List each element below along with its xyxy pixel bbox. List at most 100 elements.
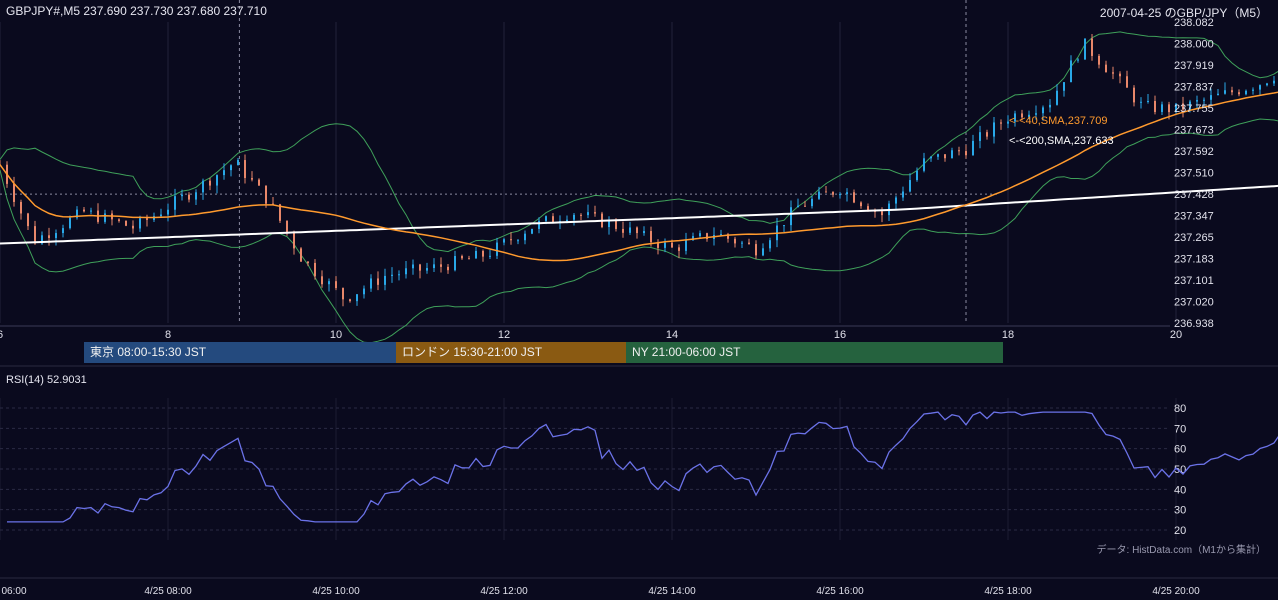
sma40-label: <-<40,SMA,237.709 xyxy=(1009,115,1107,127)
candle-body xyxy=(1217,93,1219,96)
candle xyxy=(1203,97,1205,107)
candle xyxy=(1035,105,1037,120)
candle-body xyxy=(125,220,127,226)
candle xyxy=(377,271,379,291)
candle-body xyxy=(1140,101,1142,103)
candle-body xyxy=(762,248,764,256)
candle xyxy=(475,246,477,259)
candle xyxy=(1231,86,1233,96)
candle-body xyxy=(790,207,792,226)
candle xyxy=(405,261,407,279)
candle xyxy=(468,255,470,260)
candle-body xyxy=(566,219,568,222)
candle-body xyxy=(188,194,190,200)
candle-body xyxy=(76,209,78,218)
candle xyxy=(734,236,736,248)
candle-body xyxy=(468,258,470,260)
candle xyxy=(265,185,267,208)
candle-body xyxy=(489,255,491,257)
hour-tick-label: 10 xyxy=(330,329,342,341)
candle-body xyxy=(41,235,43,244)
candle-body xyxy=(174,196,176,210)
candle-body xyxy=(132,225,134,229)
rsi-tick-label: 70 xyxy=(1174,423,1186,435)
candle-body xyxy=(804,205,806,207)
candle-body xyxy=(1063,82,1065,91)
candle xyxy=(643,226,645,236)
candle-body xyxy=(34,226,36,244)
candle xyxy=(1014,110,1016,127)
candle-body xyxy=(797,205,799,208)
sma40-line xyxy=(0,91,1278,262)
candle xyxy=(797,198,799,208)
rsi-line xyxy=(7,411,1278,523)
candle xyxy=(944,154,946,162)
candle-body xyxy=(258,179,260,186)
candle-body xyxy=(447,266,449,271)
candle-body xyxy=(1042,107,1044,114)
candle-body xyxy=(1182,103,1184,110)
candle xyxy=(1126,70,1128,88)
candle xyxy=(1252,87,1254,95)
candle-body xyxy=(1231,90,1233,93)
candle-body xyxy=(1105,64,1107,73)
candle xyxy=(202,178,204,200)
candle xyxy=(1196,95,1198,108)
time-tick-label: 4/25 20:00 xyxy=(1152,586,1200,597)
candle-body xyxy=(307,261,309,263)
candle-body xyxy=(580,214,582,216)
candle-body xyxy=(1161,104,1163,112)
candle-body xyxy=(251,178,253,180)
candle xyxy=(447,263,449,274)
candle xyxy=(328,278,330,292)
candle-body xyxy=(419,264,421,271)
hour-tick-label: 12 xyxy=(498,329,510,341)
price-tick-label: 237.265 xyxy=(1174,232,1214,244)
candle xyxy=(139,215,141,232)
candle-body xyxy=(384,275,386,285)
candle-body xyxy=(979,132,981,141)
candle xyxy=(419,263,421,279)
candle-body xyxy=(370,278,372,289)
candle xyxy=(62,224,64,238)
candle xyxy=(1119,71,1121,84)
candle xyxy=(979,125,981,149)
candle xyxy=(1175,103,1177,115)
candle xyxy=(972,134,974,156)
candle-body xyxy=(643,231,645,234)
hour-tick-label: 6 xyxy=(0,329,3,341)
candle xyxy=(811,195,813,209)
candle xyxy=(1105,60,1107,73)
candle-body xyxy=(1000,122,1002,124)
candle-body xyxy=(195,192,197,200)
session-london: ロンドン 15:30-21:00 JST xyxy=(396,342,626,363)
candle xyxy=(76,206,78,220)
candle xyxy=(118,218,120,223)
candle-body xyxy=(909,180,911,192)
candle-body xyxy=(20,201,22,214)
candle xyxy=(538,217,540,234)
candle xyxy=(1007,115,1009,129)
candle xyxy=(69,215,71,230)
candle xyxy=(720,229,722,236)
candle xyxy=(356,294,358,306)
candle-body xyxy=(783,225,785,227)
time-tick-label: 4/25 08:00 xyxy=(144,586,192,597)
price-tick-label: 237.755 xyxy=(1174,103,1214,115)
candle-body xyxy=(27,213,29,227)
rsi-tick-label: 40 xyxy=(1174,484,1186,496)
candle xyxy=(237,157,239,166)
candle-body xyxy=(1196,100,1198,102)
candle xyxy=(503,237,505,246)
candle-body xyxy=(811,198,813,207)
candle xyxy=(573,213,575,226)
candle-body xyxy=(482,250,484,257)
candle-body xyxy=(230,165,232,171)
candle xyxy=(748,238,750,245)
candle-body xyxy=(1224,90,1226,94)
candle xyxy=(496,237,498,259)
candle xyxy=(1266,82,1268,87)
candle xyxy=(790,200,792,232)
candle-body xyxy=(279,204,281,221)
